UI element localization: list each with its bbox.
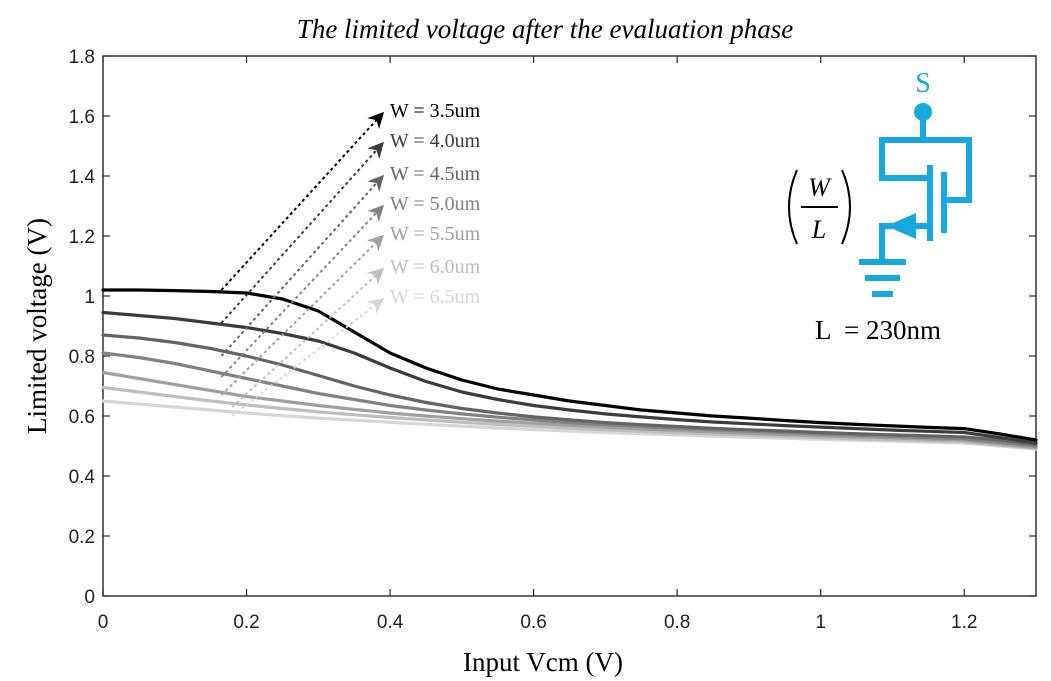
width-arrow	[220, 174, 384, 357]
width-arrow	[231, 267, 385, 408]
series-line	[101, 310, 1038, 445]
width-arrow-label: W = 3.5um	[390, 100, 481, 122]
series-line	[101, 333, 1038, 447]
ratio-expression: W L	[788, 169, 851, 245]
width-arrow-label: W = 5.5um	[390, 223, 481, 245]
y-tick-label: 1.2	[69, 227, 95, 248]
y-tick-label: 1.8	[69, 47, 95, 68]
y-tick-label: 0.8	[69, 347, 95, 368]
x-tick-label: 0.8	[664, 612, 690, 633]
x-tick-label: 0.4	[377, 612, 404, 633]
y-tick-label: 0.2	[69, 527, 95, 548]
width-arrow	[220, 141, 384, 324]
source-node-label: S	[915, 68, 931, 99]
x-tick-label: 0.2	[233, 612, 259, 633]
width-arrow-label: W = 6.0um	[390, 256, 481, 278]
y-tick-label: 0.4	[69, 467, 96, 488]
ratio-denominator: L	[811, 215, 826, 244]
width-arrow-label: W = 6.5um	[390, 286, 481, 308]
y-tick-label: 1.4	[69, 167, 96, 188]
y-tick-label: 0	[84, 587, 95, 608]
width-arrow-label: W = 5.0um	[390, 193, 481, 215]
chart-title: The limited voltage after the evaluation…	[297, 14, 793, 44]
x-tick-label: 1	[815, 612, 826, 633]
y-axis-label: Limited voltage (V)	[22, 218, 52, 434]
ratio-numerator: W	[808, 173, 832, 202]
width-arrow-label: W = 4.0um	[390, 130, 481, 152]
transistor-inset: S W L L = 230nm	[788, 68, 972, 345]
pmos-arrow-icon	[886, 213, 916, 239]
x-tick-label: 0	[98, 612, 109, 633]
width-arrow-label: W = 4.5um	[390, 163, 481, 185]
x-tick-label: 0.6	[520, 612, 546, 633]
x-axis-label: Input Vcm (V)	[463, 647, 623, 677]
width-arrow	[220, 111, 384, 291]
width-arrow	[220, 234, 385, 396]
channel-length-label: L = 230nm	[815, 315, 941, 345]
series-line	[101, 385, 1038, 450]
x-tick-label: 1.2	[951, 612, 977, 633]
y-tick-label: 1	[84, 287, 95, 308]
series-line	[101, 288, 1038, 442]
y-tick-label: 1.6	[69, 107, 95, 128]
x-axis-ticks: 0 0.2 0.4 0.6 0.8 1 1.2	[98, 56, 977, 633]
width-arrow	[231, 298, 385, 417]
width-annotations: W = 3.5um W = 4.0um W = 4.5um W = 5.0um W = …	[220, 100, 481, 417]
series-lines	[101, 288, 1038, 451]
y-tick-label: 0.6	[69, 407, 95, 428]
y-axis-ticks: 0 0.2 0.4 0.6 0.8 1 1.2 1.4 1.6 1.8	[69, 47, 1036, 608]
